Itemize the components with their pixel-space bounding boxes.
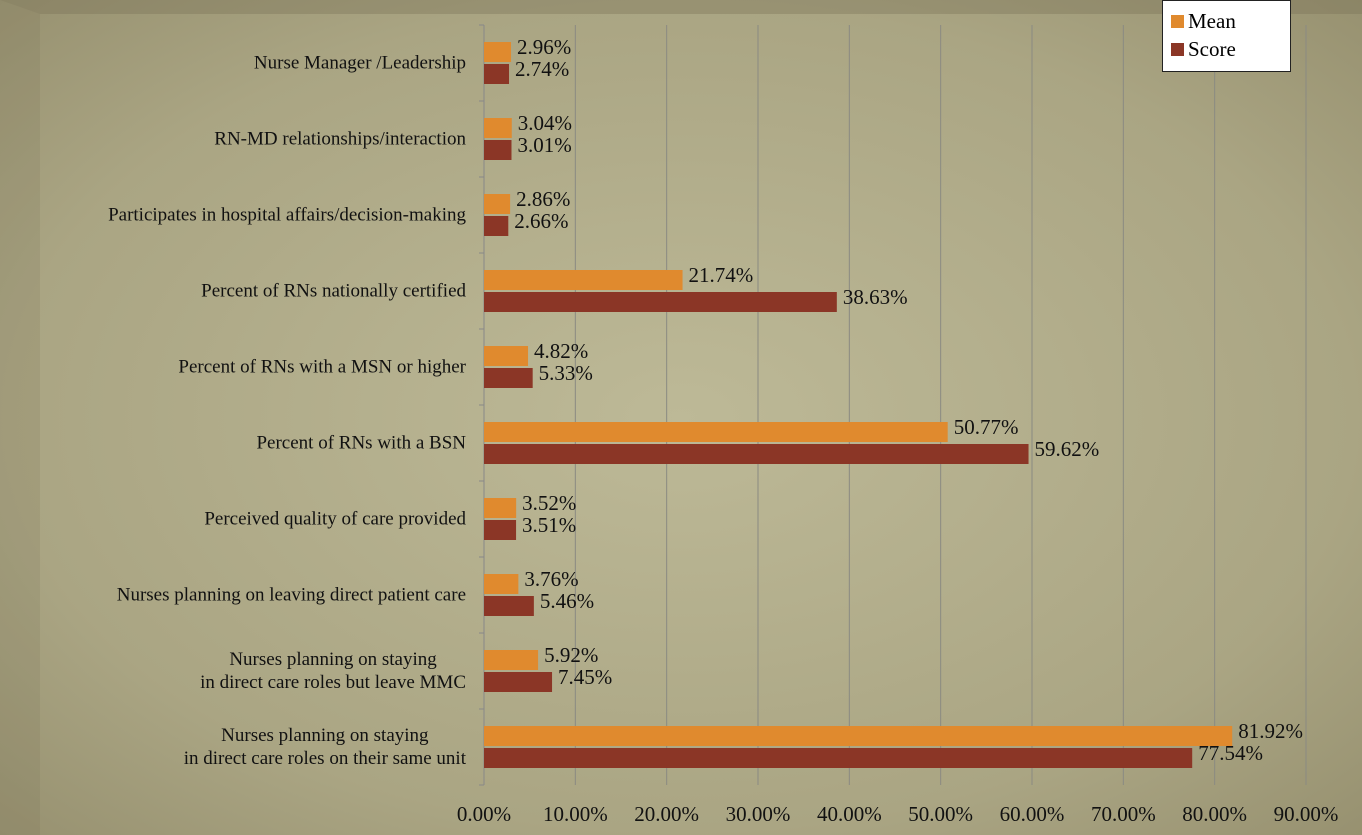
x-tick-label: 20.00% — [634, 802, 699, 826]
x-tick-label: 50.00% — [908, 802, 973, 826]
bar — [484, 422, 948, 442]
x-tick-label: 80.00% — [1182, 802, 1247, 826]
value-label: 2.86% — [516, 187, 570, 211]
value-label: 5.33% — [539, 361, 593, 385]
y-tick-label: Nurses planning on staying in direct car… — [200, 649, 466, 693]
value-label: 59.62% — [1035, 437, 1100, 461]
value-label: 3.51% — [522, 513, 576, 537]
legend-swatch — [1171, 43, 1184, 56]
y-tick-label: Nurses planning on leaving direct patien… — [116, 584, 466, 606]
value-label: 38.63% — [843, 285, 908, 309]
bar — [484, 444, 1029, 464]
value-label: 3.01% — [517, 133, 571, 157]
value-label: 2.74% — [515, 57, 569, 81]
x-tick-label: 90.00% — [1274, 802, 1339, 826]
bar — [484, 42, 512, 62]
legend-entry: Score — [1171, 35, 1290, 63]
x-tick-label: 10.00% — [543, 802, 608, 826]
y-tick-label: Percent of RNs with a MSN or higher — [178, 356, 466, 378]
bar — [484, 368, 533, 388]
y-tick-label: RN-MD relationships/interaction — [214, 128, 466, 150]
legend-label: Score — [1188, 37, 1236, 61]
legend-swatch — [1171, 15, 1184, 28]
legend-label: Mean — [1188, 9, 1236, 33]
x-tick-label: 40.00% — [817, 802, 882, 826]
value-label: 4.82% — [534, 339, 588, 363]
bar — [484, 498, 517, 518]
bar — [484, 270, 683, 290]
y-tick-label: Nurse Manager /Leadership — [253, 52, 466, 74]
bar — [484, 672, 553, 692]
x-tick-label: 0.00% — [457, 802, 511, 826]
value-label: 50.77% — [954, 415, 1019, 439]
x-tick-label: 70.00% — [1091, 802, 1156, 826]
y-tick-label: Percent of RNs with a BSN — [256, 432, 466, 454]
value-label: 3.52% — [522, 491, 576, 515]
bar — [484, 726, 1233, 746]
bar — [484, 194, 511, 214]
bar — [484, 650, 539, 670]
bar — [484, 596, 534, 616]
bar — [484, 118, 512, 138]
y-tick-label: Percent of RNs nationally certified — [201, 280, 466, 302]
bar — [484, 574, 519, 594]
bar — [484, 140, 512, 160]
y-tick-label: Perceived quality of care provided — [204, 508, 466, 530]
bar — [484, 520, 517, 540]
bar — [484, 292, 837, 312]
value-label: 5.92% — [544, 643, 598, 667]
x-tick-label: 30.00% — [726, 802, 791, 826]
value-label: 81.92% — [1238, 719, 1303, 743]
legend-entry: Mean — [1171, 7, 1290, 35]
bar — [484, 748, 1193, 768]
value-label: 3.04% — [518, 111, 572, 135]
value-label: 77.54% — [1198, 741, 1263, 765]
value-label: 5.46% — [540, 589, 594, 613]
bar — [484, 64, 510, 84]
value-label: 7.45% — [558, 665, 612, 689]
y-tick-label: Participates in hospital affairs/decisio… — [108, 204, 466, 226]
value-label: 2.96% — [517, 35, 571, 59]
value-label: 21.74% — [689, 263, 754, 287]
legend: Mean Score — [1162, 0, 1291, 72]
y-tick-label: Nurses planning on staying in direct car… — [183, 725, 466, 769]
bar — [484, 346, 529, 366]
x-tick-label: 60.00% — [1000, 802, 1065, 826]
bar — [484, 216, 509, 236]
value-label: 3.76% — [524, 567, 578, 591]
value-label: 2.66% — [514, 209, 568, 233]
